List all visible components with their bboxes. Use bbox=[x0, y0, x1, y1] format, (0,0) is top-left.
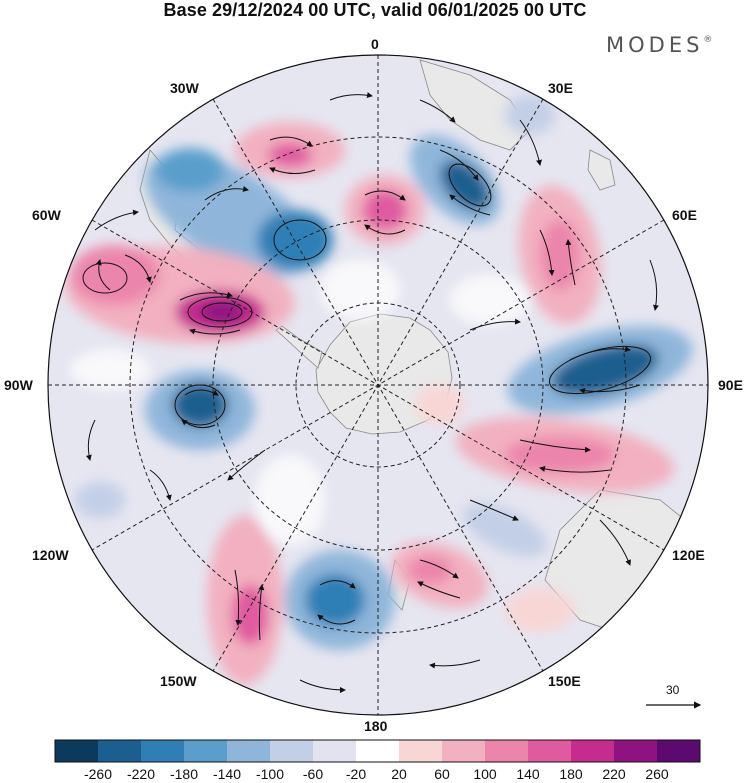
graticule bbox=[48, 55, 708, 715]
lon-label-120w: 120W bbox=[32, 547, 69, 563]
colorbar-tick: 260 bbox=[645, 766, 669, 782]
colorbar-segment bbox=[657, 740, 700, 762]
brand-logo: MODES® bbox=[606, 33, 712, 57]
reference-vector-value: 30 bbox=[666, 683, 680, 697]
colorbar-tick: 140 bbox=[516, 766, 540, 782]
brand-mark: ® bbox=[703, 35, 713, 45]
africa bbox=[419, 59, 531, 151]
colorbar-segment bbox=[184, 740, 227, 762]
colorbar-segment bbox=[55, 740, 98, 762]
colorbar-tick: 220 bbox=[602, 766, 626, 782]
colorbar-segment bbox=[528, 740, 571, 762]
colorbar-tick: 180 bbox=[559, 766, 583, 782]
colorbar-tick: -180 bbox=[169, 766, 199, 782]
lon-label-150w: 150W bbox=[160, 673, 197, 689]
lon-label-120e: 120E bbox=[672, 547, 705, 563]
antarctic-peninsula bbox=[275, 325, 323, 369]
colorbar-segment bbox=[98, 740, 141, 762]
lon-label-60w: 60W bbox=[32, 207, 61, 223]
colorbar-segment bbox=[270, 740, 313, 762]
colorbar-tick: -220 bbox=[126, 766, 156, 782]
colorbar-tick: -100 bbox=[255, 766, 285, 782]
colorbar bbox=[54, 739, 701, 763]
colorbar-tick: 20 bbox=[391, 766, 407, 782]
colorbar-segment bbox=[399, 740, 442, 762]
colorbar-segment bbox=[356, 740, 399, 762]
colorbar-tick: -20 bbox=[345, 766, 367, 782]
map-title: Base 29/12/2024 00 UTC, valid 06/01/2025… bbox=[163, 0, 587, 20]
colorbar-segment bbox=[571, 740, 614, 762]
colorbar-tick: -140 bbox=[212, 766, 242, 782]
madagascar bbox=[587, 149, 616, 191]
colorbar-tick: -60 bbox=[302, 766, 324, 782]
colorbar-tick: -260 bbox=[83, 766, 113, 782]
lon-label-90w: 90W bbox=[4, 377, 33, 393]
neutral-zones bbox=[70, 260, 530, 545]
colorbar-segment bbox=[141, 740, 184, 762]
lon-label-180: 180 bbox=[364, 718, 388, 734]
lon-label-0: 0 bbox=[371, 36, 379, 52]
colorbar-tick: 100 bbox=[473, 766, 497, 782]
map-boundary bbox=[47, 54, 709, 716]
colorbar-segment bbox=[485, 740, 528, 762]
colorbar-segment bbox=[227, 740, 270, 762]
lon-label-150e: 150E bbox=[548, 673, 581, 689]
lon-label-30w: 30W bbox=[170, 80, 199, 96]
brand-text: MODES bbox=[606, 33, 704, 57]
field-layer bbox=[48, 55, 708, 715]
colorbar-tick: 60 bbox=[434, 766, 450, 782]
colorbar-segment bbox=[614, 740, 657, 762]
anomaly-shading bbox=[65, 95, 693, 685]
colorbar-segment bbox=[313, 740, 356, 762]
lon-label-30e: 30E bbox=[548, 80, 573, 96]
colorbar-segment bbox=[442, 740, 485, 762]
lon-label-90e: 90E bbox=[718, 377, 743, 393]
lon-label-60e: 60E bbox=[672, 207, 697, 223]
wind-vectors bbox=[85, 92, 659, 693]
